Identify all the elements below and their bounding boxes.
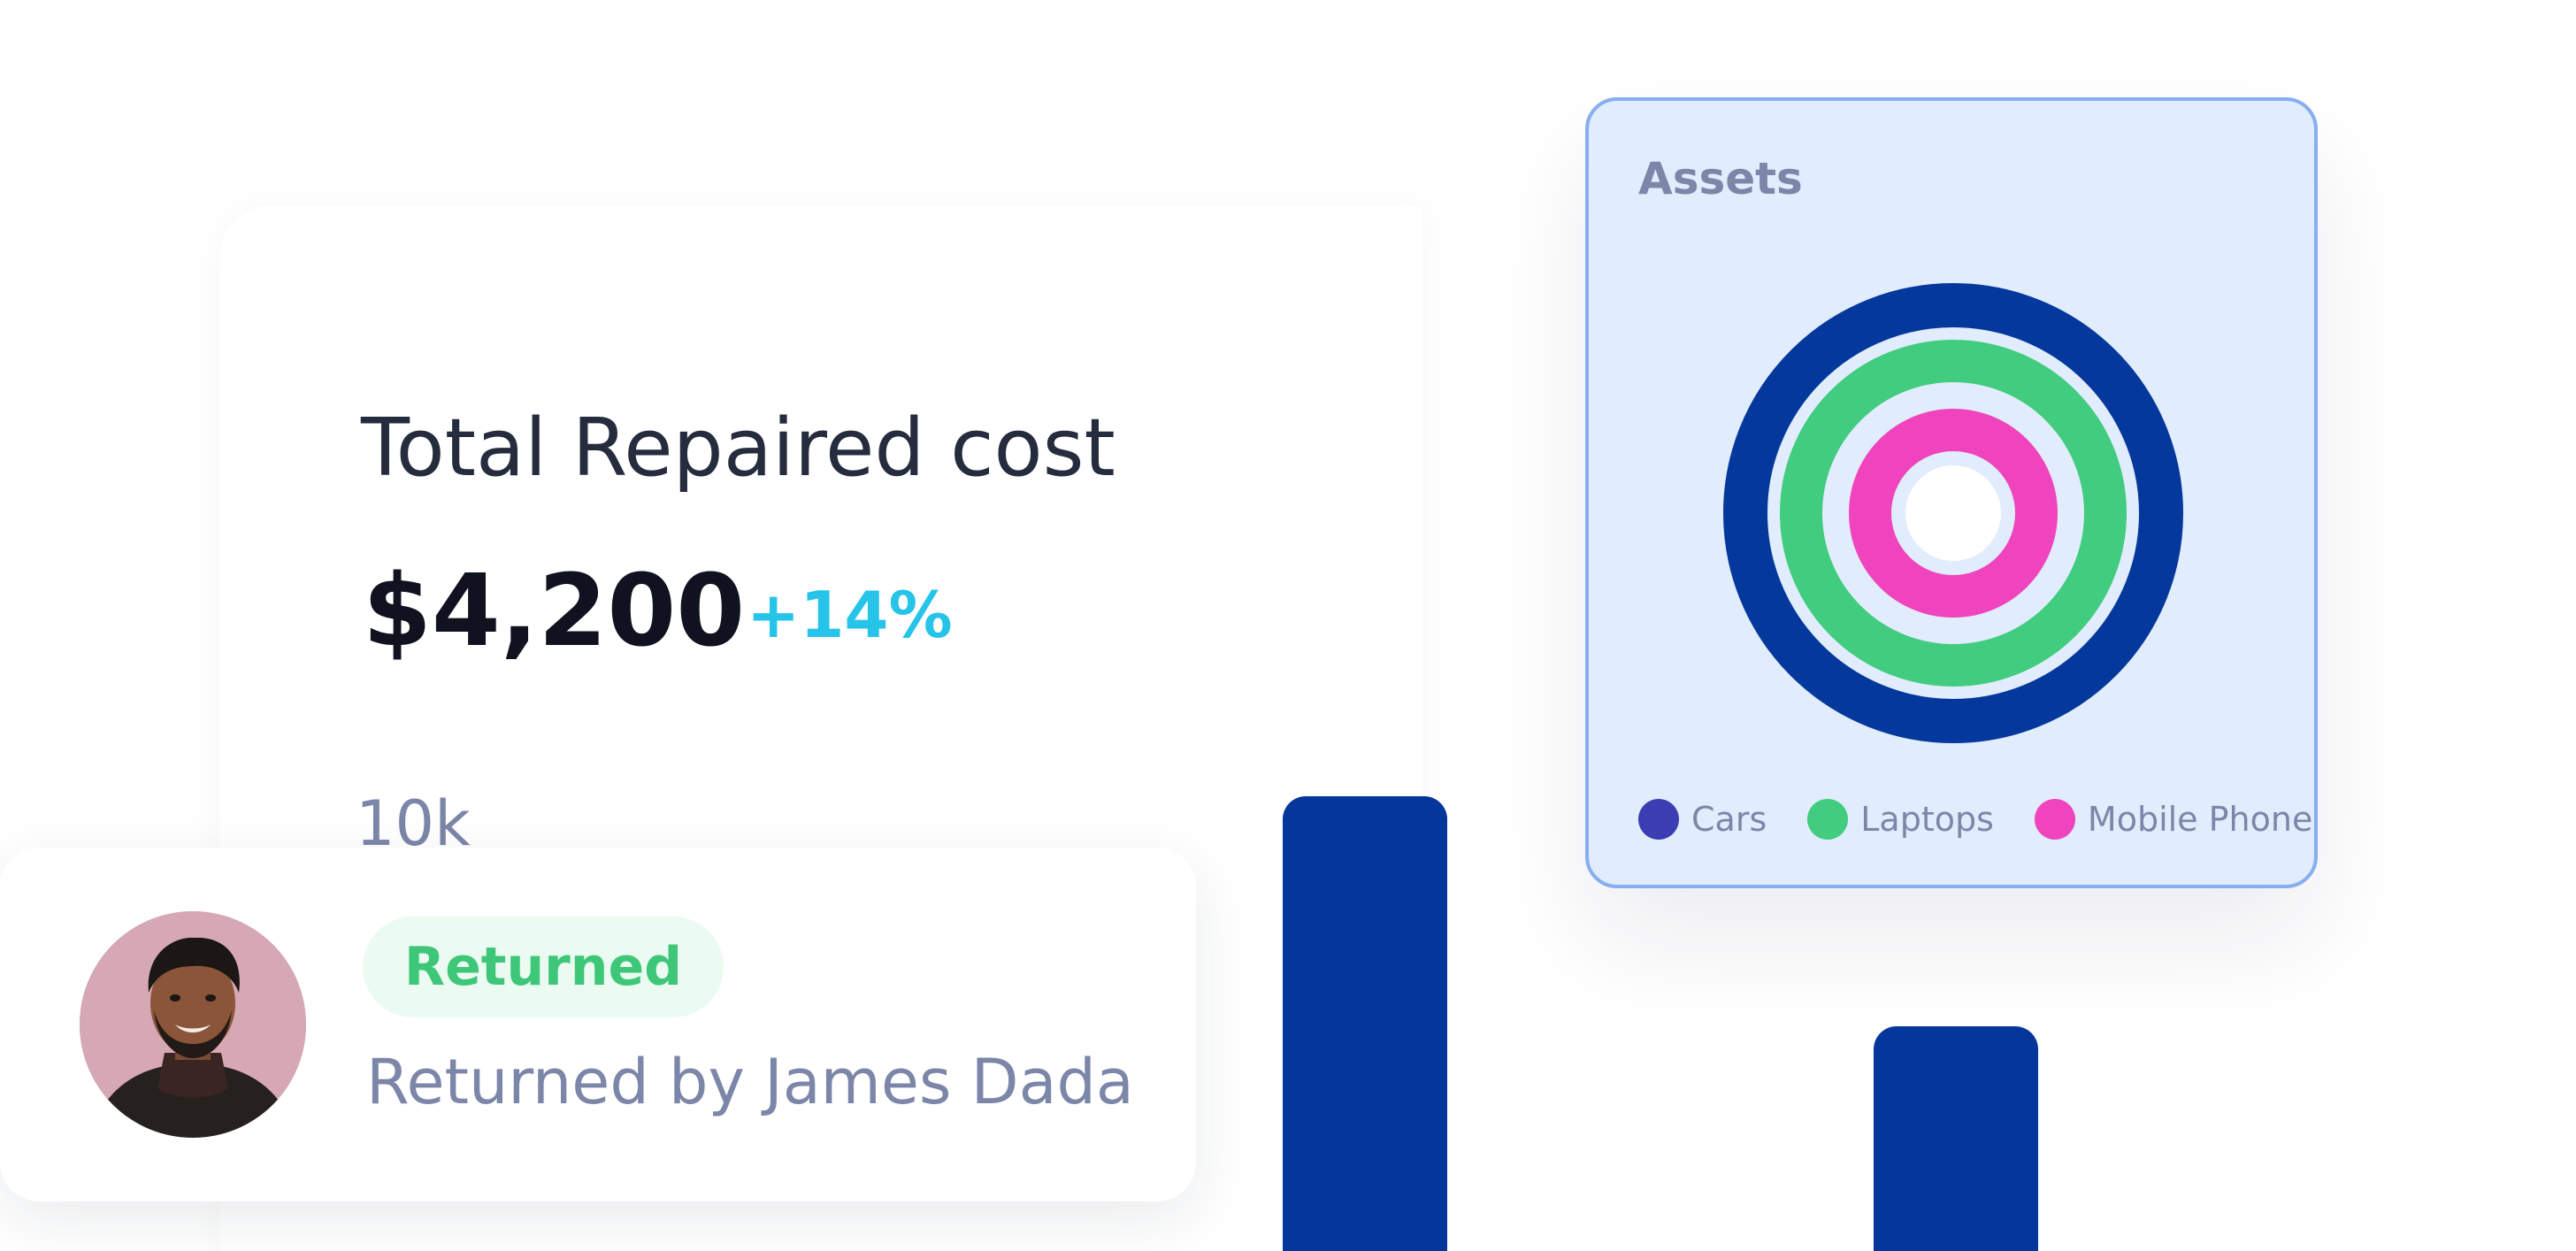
returned-card: Returned Returned by James Dada <box>0 848 1196 1201</box>
status-badge: Returned <box>363 917 724 1017</box>
legend-dot-mobile-phone <box>2034 799 2075 840</box>
legend-dot-cars <box>1638 799 1679 840</box>
donut-center <box>1905 465 2001 561</box>
legend-item-mobile-phone: Mobile Phone <box>2034 799 2313 840</box>
assets-legend: Cars Laptops Mobile Phone <box>1638 793 2312 846</box>
chart-bar <box>1874 1026 2038 1251</box>
chart-bar <box>1283 796 1447 1251</box>
avatar-illustration <box>80 911 306 1138</box>
person-avatar-icon <box>80 911 306 1138</box>
legend-label: Mobile Phone <box>2087 800 2313 839</box>
legend-dot-laptops <box>1807 799 1849 840</box>
legend-label: Cars <box>1691 800 1767 839</box>
assets-title: Assets <box>1638 153 1803 204</box>
ring-cars <box>1723 283 2183 743</box>
ring-mobile-phone <box>1849 409 2058 618</box>
repaired-cost-value: $4,200 <box>363 554 746 669</box>
legend-item-cars: Cars <box>1638 799 1767 840</box>
legend-item-laptops: Laptops <box>1807 799 1994 840</box>
repaired-cost-title: Total Repaired cost <box>361 402 1116 495</box>
repaired-cost-change: +14% <box>747 578 953 652</box>
ring-laptops <box>1780 340 2127 687</box>
legend-label: Laptops <box>1860 800 1994 839</box>
returned-by-text: Returned by James Dada <box>366 1046 1134 1118</box>
assets-donut-chart <box>1723 283 2183 743</box>
assets-card: Assets Cars Laptops Mobile Phone <box>1585 97 2318 888</box>
